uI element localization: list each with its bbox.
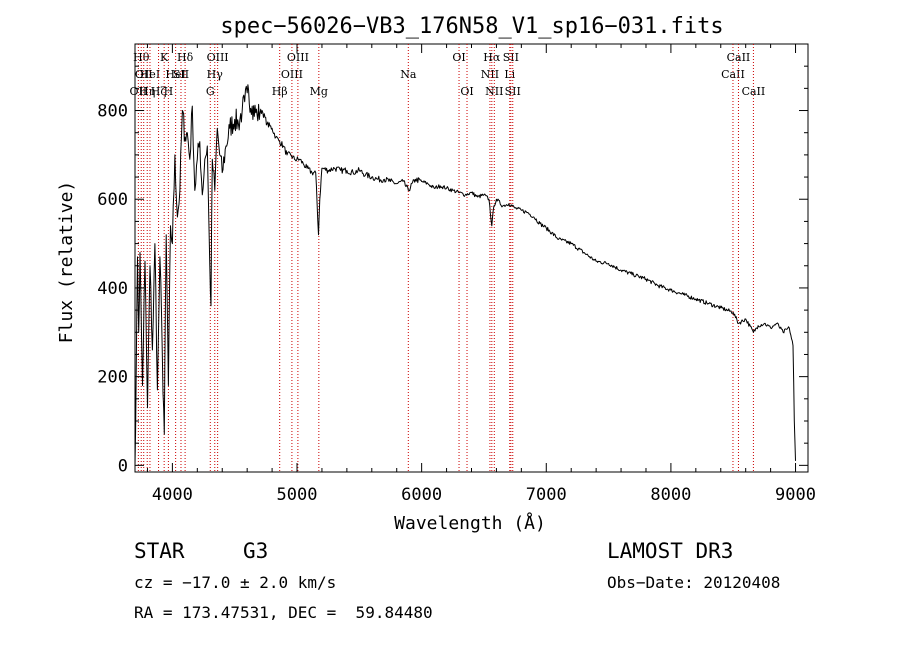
line-marker-label: SII (503, 51, 519, 64)
series-layer (134, 84, 796, 466)
line-marker-label: H (164, 85, 174, 98)
axis-ticks: 4000 5000 6000 7000 8000 9000 0 200 400 600 800 (97, 44, 816, 505)
line-marker-label: Na (400, 68, 417, 81)
line-marker-label: CaII (742, 85, 766, 98)
line-marker-label: OIII (287, 51, 309, 64)
line-marker-label: OII (130, 85, 148, 98)
y-tick-label: 0 (118, 456, 128, 476)
x-tick-label: 4000 (152, 485, 193, 505)
chart-title: spec−56026−VB3_176N58_V1_sp16−031.fits (220, 14, 723, 39)
coordinates: RA = 173.47531, DEC = 59.84480 (134, 603, 433, 622)
line-marker-label: G (206, 85, 215, 98)
survey-name: LAMOST DR3 (607, 539, 734, 563)
line-marker-label: Mg (310, 85, 328, 98)
line-marker-label: SII (173, 68, 189, 81)
line-marker-label: Hθ (133, 51, 150, 64)
line-marker-label: Li (504, 68, 515, 81)
y-tick-label: 400 (97, 279, 128, 299)
line-marker-label: Hζ (151, 85, 167, 98)
line-marker-label: OI (460, 85, 473, 98)
line-marker-label: NII (481, 68, 499, 81)
line-markers: OIIHθOIIHηHeIHζKHHeISIIHδGHγOIIIHβOIIIOI… (130, 44, 766, 472)
line-marker-label: Hγ (207, 68, 224, 81)
y-tick-label: 200 (97, 368, 128, 388)
y-tick-label: 600 (97, 190, 128, 210)
line-marker-label: OII (135, 68, 153, 81)
line-marker-label: HeI (140, 68, 160, 81)
subclass: G3 (243, 539, 269, 563)
x-tick-label: 7000 (526, 485, 567, 505)
obs-date: Obs−Date: 20120408 (607, 573, 781, 592)
line-marker-label: NII (485, 85, 503, 98)
x-tick-label: 6000 (401, 485, 442, 505)
y-axis-label: Flux (relative) (56, 181, 77, 344)
line-marker-label: Hβ (272, 85, 288, 98)
x-tick-label: 9000 (775, 485, 816, 505)
line-marker-label: Hα (483, 51, 501, 64)
y-tick-label: 800 (97, 102, 128, 122)
x-tick-label: 8000 (650, 485, 691, 505)
x-tick-label: 5000 (277, 485, 318, 505)
line-marker-label: SII (505, 85, 521, 98)
line-marker-label: OI (452, 51, 465, 64)
series-line-spectrum (134, 84, 796, 466)
redshift: cz = −17.0 ± 2.0 km/s (134, 573, 337, 592)
line-marker-label: CaII (727, 51, 751, 64)
line-marker-label: K (160, 51, 169, 64)
line-marker-label: CaII (721, 68, 745, 81)
line-marker-label: OIII (207, 51, 229, 64)
x-axis-label: Wavelength (Å) (394, 512, 546, 534)
object-class: STAR (134, 539, 185, 563)
line-marker-label: Hδ (177, 51, 194, 64)
line-marker-label: Hη (139, 85, 155, 98)
plot-frame (134, 43, 809, 473)
line-marker-label: OIII (281, 68, 303, 81)
